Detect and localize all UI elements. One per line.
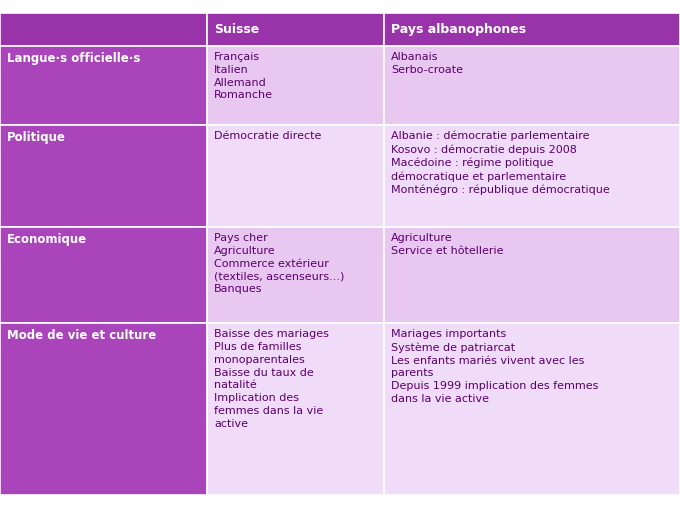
Text: Albanais
Serbo-croate: Albanais Serbo-croate bbox=[391, 52, 463, 75]
Bar bbox=[384, 227, 680, 323]
Bar bbox=[384, 125, 680, 227]
Bar bbox=[207, 125, 384, 227]
Text: Agriculture
Service et hôtellerie: Agriculture Service et hôtellerie bbox=[391, 233, 503, 256]
Bar bbox=[384, 323, 680, 495]
Bar bbox=[0, 227, 207, 323]
Text: Mariages importants
Système de patriarcat
Les enfants mariés vivent avec les
par: Mariages importants Système de patriarca… bbox=[391, 329, 598, 404]
Text: Suisse: Suisse bbox=[214, 23, 260, 36]
Bar bbox=[0, 13, 207, 46]
Bar bbox=[384, 46, 680, 125]
Bar bbox=[207, 46, 384, 125]
Text: Langue·s officielle·s: Langue·s officielle·s bbox=[7, 52, 140, 65]
Bar bbox=[207, 323, 384, 495]
Bar bbox=[207, 227, 384, 323]
Bar bbox=[0, 125, 207, 227]
Text: Economique: Economique bbox=[7, 233, 87, 246]
Text: Politique: Politique bbox=[7, 131, 66, 144]
Text: Démocratie directe: Démocratie directe bbox=[214, 131, 322, 141]
Bar bbox=[0, 323, 207, 495]
Text: Français
Italien
Allemand
Romanche: Français Italien Allemand Romanche bbox=[214, 52, 273, 101]
Text: Pays albanophones: Pays albanophones bbox=[391, 23, 526, 36]
Text: Baisse des mariages
Plus de familles
monoparentales
Baisse du taux de
natalité
I: Baisse des mariages Plus de familles mon… bbox=[214, 329, 329, 429]
Bar bbox=[384, 13, 680, 46]
Bar bbox=[0, 46, 207, 125]
Text: Albanie : démocratie parlementaire
Kosovo : démocratie depuis 2008
Macédoine : r: Albanie : démocratie parlementaire Kosov… bbox=[391, 131, 610, 195]
Text: Mode de vie et culture: Mode de vie et culture bbox=[7, 329, 156, 342]
Text: Pays cher
Agriculture
Commerce extérieur
(textiles, ascenseurs...)
Banques: Pays cher Agriculture Commerce extérieur… bbox=[214, 233, 345, 294]
Bar bbox=[207, 13, 384, 46]
